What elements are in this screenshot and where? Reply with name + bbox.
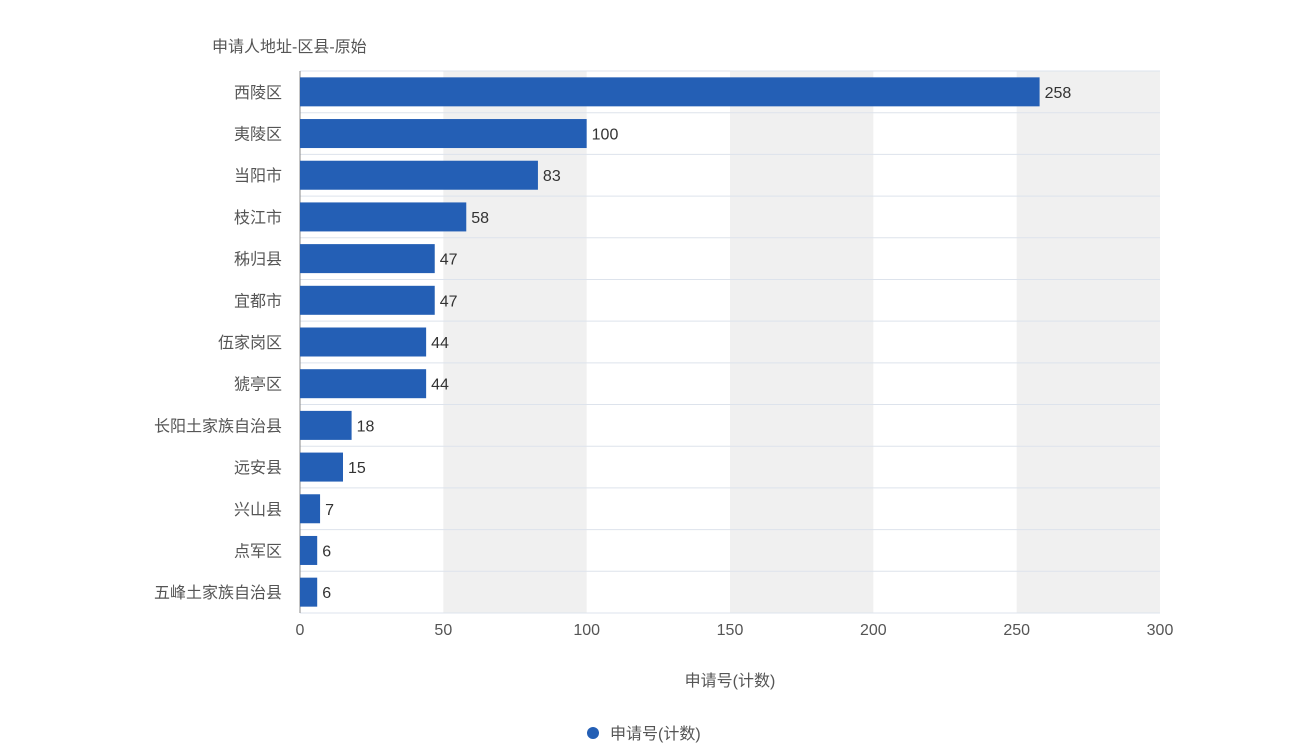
- x-tick-label: 250: [1003, 622, 1030, 639]
- bar: [300, 77, 1040, 106]
- data-label: 100: [592, 127, 619, 144]
- bar: [300, 494, 320, 523]
- grid-band: [1017, 71, 1160, 613]
- x-tick-label: 50: [434, 622, 452, 639]
- category-label: 兴山县: [234, 501, 282, 519]
- bar: [300, 536, 317, 565]
- x-tick-label: 300: [1147, 622, 1174, 639]
- data-label: 58: [471, 210, 489, 227]
- category-label: 宜都市: [234, 292, 282, 310]
- data-label: 44: [431, 377, 449, 394]
- grid-band: [730, 71, 873, 613]
- x-axis-title: 申请号(计数): [685, 672, 776, 690]
- legend-label: 申请号(计数): [610, 725, 701, 743]
- bar: [300, 161, 538, 190]
- category-label: 伍家岗区: [218, 334, 282, 352]
- bar: [300, 369, 426, 398]
- data-label: 83: [543, 168, 561, 185]
- bar: [300, 411, 352, 440]
- data-label: 6: [322, 585, 331, 602]
- category-label: 当阳市: [234, 167, 282, 185]
- bar: [300, 453, 343, 482]
- legend-marker: [587, 727, 599, 739]
- category-label: 猇亭区: [234, 376, 282, 394]
- category-label: 五峰土家族自治县: [154, 584, 282, 602]
- category-label: 远安县: [234, 459, 282, 477]
- x-tick-label: 200: [860, 622, 887, 639]
- category-label: 枝江市: [234, 209, 282, 227]
- category-label: 长阳土家族自治县: [154, 417, 282, 435]
- bar: [300, 202, 466, 231]
- category-label: 秭归县: [234, 251, 282, 269]
- data-label: 7: [325, 502, 334, 519]
- bar: [300, 328, 426, 357]
- x-tick-label: 150: [717, 622, 744, 639]
- data-label: 18: [357, 418, 375, 435]
- category-label: 西陵区: [234, 84, 282, 102]
- bar: [300, 244, 435, 273]
- y-axis-title: 申请人地址-区县-原始: [212, 38, 367, 56]
- bar-chart: 申请人地址-区县-原始西陵区 258 夷陵区 100 当阳市 83 枝江市 58 秭归县 47 宜都…: [0, 0, 1299, 750]
- data-label: 258: [1045, 85, 1072, 102]
- data-label: 15: [348, 460, 366, 477]
- data-label: 47: [440, 252, 458, 269]
- bar: [300, 286, 435, 315]
- x-tick-label: 0: [296, 622, 305, 639]
- data-label: 44: [431, 335, 449, 352]
- data-label: 47: [440, 293, 458, 310]
- category-label: 夷陵区: [234, 126, 282, 144]
- bar: [300, 119, 587, 148]
- grid-band: [443, 71, 586, 613]
- category-label: 点军区: [234, 542, 282, 560]
- bar: [300, 578, 317, 607]
- data-label: 6: [322, 543, 331, 560]
- x-tick-label: 100: [573, 622, 600, 639]
